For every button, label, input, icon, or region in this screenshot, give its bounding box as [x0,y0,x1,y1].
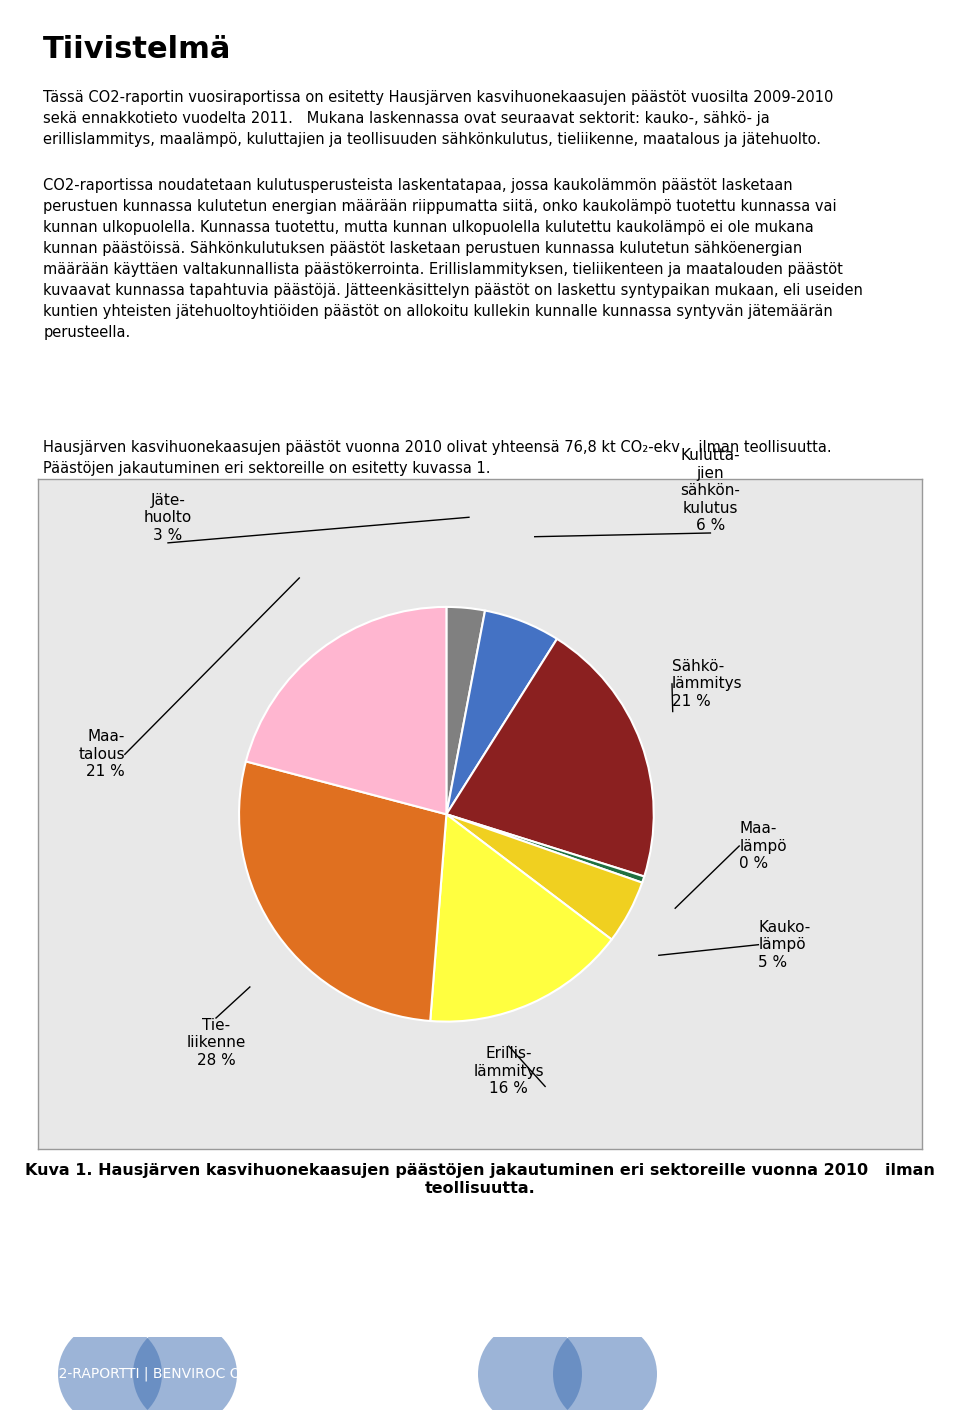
Text: Tässä CO2-raportin vuosiraportissa on esitetty Hausjärven kasvihuonekaasujen pää: Tässä CO2-raportin vuosiraportissa on es… [43,90,833,147]
Text: 5: 5 [908,1363,924,1383]
Text: Kuva 1. Hausjärven kasvihuonekaasujen päästöjen jakautuminen eri sektoreille vuo: Kuva 1. Hausjärven kasvihuonekaasujen pä… [25,1163,935,1196]
Text: Sähkö-
lämmitys
21 %: Sähkö- lämmitys 21 % [672,658,743,709]
Text: Jäte-
huolto
3 %: Jäte- huolto 3 % [144,493,192,543]
Wedge shape [246,606,446,815]
Wedge shape [446,815,642,939]
Text: Erillis-
lämmitys
16 %: Erillis- lämmitys 16 % [473,1046,544,1096]
Wedge shape [446,639,654,877]
Text: Kulutta-
jien
sähkön-
kulutus
6 %: Kulutta- jien sähkön- kulutus 6 % [681,448,740,533]
Wedge shape [446,611,557,815]
Wedge shape [430,815,612,1022]
Circle shape [133,1323,237,1410]
Circle shape [553,1323,657,1410]
Text: Kauko-
lämpö
5 %: Kauko- lämpö 5 % [758,919,810,970]
Text: Hausjärven kasvihuonekaasujen päästöt vuonna 2010 olivat yhteensä 76,8 kt CO₂-ek: Hausjärven kasvihuonekaasujen päästöt vu… [43,440,831,477]
Text: Tie-
liikenne
28 %: Tie- liikenne 28 % [186,1018,246,1067]
Text: CO2-raportissa noudatetaan kulutusperusteista laskentatapaa, jossa kaukolämmön p: CO2-raportissa noudatetaan kulutusperust… [43,178,863,340]
Text: CO2-RAPORTTI | BENVIROC OY 2012: CO2-RAPORTTI | BENVIROC OY 2012 [38,1366,288,1380]
Wedge shape [446,606,485,815]
Wedge shape [239,761,446,1021]
Text: Maa-
talous
21 %: Maa- talous 21 % [78,729,125,780]
Text: Tiivistelmä: Tiivistelmä [43,35,231,65]
Text: Maa-
lämpö
0 %: Maa- lämpö 0 % [739,821,787,871]
Circle shape [478,1323,582,1410]
Wedge shape [446,815,644,883]
Circle shape [58,1323,162,1410]
